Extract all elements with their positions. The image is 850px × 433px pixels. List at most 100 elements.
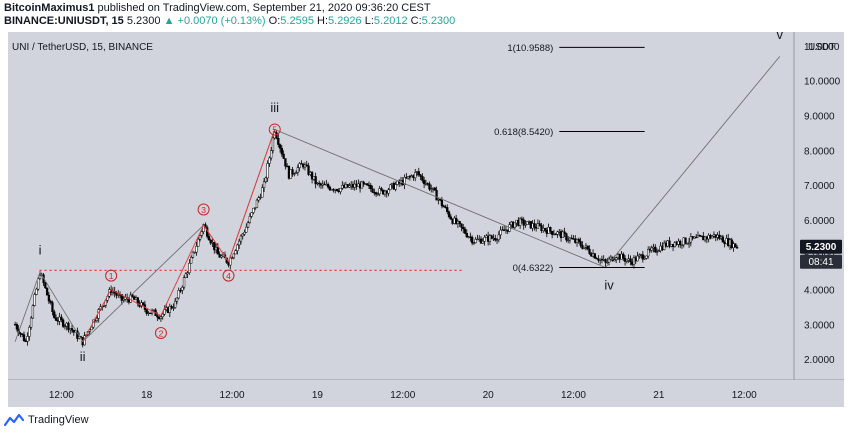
high-value: 5.2926 (328, 15, 362, 27)
candle-body (387, 189, 390, 194)
price-change: +0.0070 (+0.13%) (177, 15, 266, 27)
candle-body (261, 187, 264, 198)
plot-area[interactable] (8, 32, 794, 380)
candle-body (28, 326, 31, 337)
candle-body (520, 218, 524, 221)
candle-body (481, 240, 484, 244)
candle-body (422, 180, 426, 185)
author-name[interactable]: BitcoinMaximus1 (4, 2, 95, 14)
candle-body (735, 247, 739, 249)
wave-label: ii (80, 349, 86, 364)
candle-body (376, 193, 380, 195)
candle-body (159, 316, 163, 319)
candle-body (335, 188, 339, 192)
candle-body (33, 294, 36, 306)
candle-body (149, 312, 152, 315)
candle-body (428, 183, 431, 190)
candle-body (161, 313, 164, 318)
candle-body (604, 259, 607, 263)
brand-name[interactable]: TradingView (28, 414, 89, 426)
wave-label: i (39, 243, 42, 258)
candle-body (689, 236, 693, 243)
sub-wave-label: 2 (159, 328, 164, 338)
candle-body (583, 246, 586, 249)
candle-body (606, 261, 609, 264)
candle-body (371, 188, 374, 193)
candle-body (366, 183, 369, 186)
candle-body (625, 259, 628, 262)
candle-body (668, 240, 671, 247)
wave-label: iii (270, 100, 279, 115)
candle-body (37, 278, 40, 290)
candle-body (499, 229, 502, 236)
candle-body (389, 184, 392, 190)
tradingview-logo-icon (4, 413, 24, 426)
footer: TradingView (4, 411, 89, 429)
candle-body (579, 241, 582, 246)
candle-body (588, 248, 591, 254)
price-chart[interactable]: UNI / TetherUSD, 15, BINANCE USDT 11.000… (0, 32, 850, 407)
candle-body (220, 255, 223, 258)
candle-body (419, 174, 422, 177)
candle-body (536, 223, 540, 229)
candle-body (90, 326, 93, 331)
sub-wave-label: 5 (272, 125, 277, 135)
sub-wave-circle (105, 269, 118, 282)
x-tick-label: 20 (483, 390, 495, 401)
y-tick-label: 7.0000 (804, 181, 835, 192)
candle-body (129, 294, 132, 303)
candle-body (238, 240, 241, 246)
candle-body (49, 300, 52, 303)
candle-body (236, 244, 239, 251)
candle-body (551, 230, 554, 235)
candle-body (470, 236, 474, 244)
chart-title: UNI / TetherUSD, 15, BINANCE (12, 42, 153, 53)
candle-body (141, 302, 145, 306)
candle-body (318, 182, 321, 185)
candle-body (172, 307, 175, 309)
symbol-name[interactable]: BINANCE:UNIUSDT, 15 (4, 15, 124, 27)
candle-body (734, 243, 737, 248)
price-axis[interactable] (794, 32, 844, 380)
candle-body (54, 317, 58, 321)
sub-wave-path-line (82, 129, 276, 342)
candle-body (657, 250, 661, 252)
candle-body (298, 163, 301, 168)
sub-wave-circle (154, 327, 167, 340)
candle-body (102, 304, 106, 307)
candle-body (307, 165, 310, 175)
candle-body (275, 132, 278, 139)
candle-body (284, 158, 287, 167)
time-axis[interactable] (8, 380, 844, 407)
y-tick-label: 2.0000 (804, 355, 835, 366)
candle-body (60, 316, 63, 321)
candle-body (629, 258, 632, 263)
candle-body (246, 222, 250, 228)
candle-body (369, 185, 372, 190)
candle-body (586, 245, 589, 250)
candle-body (63, 325, 67, 328)
candle-body (430, 188, 433, 190)
candle-body (120, 294, 123, 301)
candle-body (239, 235, 243, 242)
candle-body (268, 157, 271, 164)
candle-body (245, 226, 248, 233)
candle-body (170, 306, 173, 309)
sub-wave-circle (222, 269, 235, 282)
x-tick-label: 12:00 (220, 390, 245, 401)
candle-body (190, 257, 193, 264)
last-price-badge (800, 239, 842, 254)
candle-body (179, 290, 182, 292)
candle-body (556, 231, 559, 235)
candle-body (218, 253, 221, 258)
candle-body (282, 153, 285, 159)
candle-body (518, 218, 522, 226)
sub-wave-label: 3 (201, 205, 206, 215)
candle-body (53, 311, 56, 318)
candle-body (195, 246, 198, 253)
candle-body (650, 247, 653, 251)
candle-body (339, 187, 342, 192)
candle-body (29, 317, 33, 328)
candle-body (175, 297, 179, 302)
candle-body (495, 239, 499, 241)
